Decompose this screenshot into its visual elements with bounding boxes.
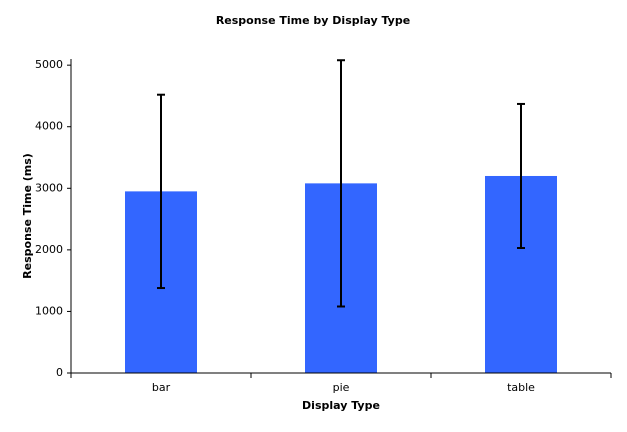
y-tick-label: 4000 [35, 120, 63, 133]
error-bar [157, 93, 165, 290]
error-bar [337, 59, 345, 308]
y-axis-label: Response Time (ms) [21, 153, 34, 279]
x-axis-label: Display Type [302, 399, 380, 412]
y-tick-label: 1000 [35, 304, 63, 317]
y-tick-label: 2000 [35, 243, 63, 256]
y-tick-label: 0 [56, 366, 63, 379]
x-tick-label: pie [333, 381, 350, 394]
y-tick-label: 5000 [35, 58, 63, 71]
x-tick-label: table [507, 381, 535, 394]
x-tick-label: bar [152, 381, 171, 394]
y-tick-label: 3000 [35, 181, 63, 194]
chart-title: Response Time by Display Type [216, 14, 410, 27]
error-bar [517, 102, 525, 250]
